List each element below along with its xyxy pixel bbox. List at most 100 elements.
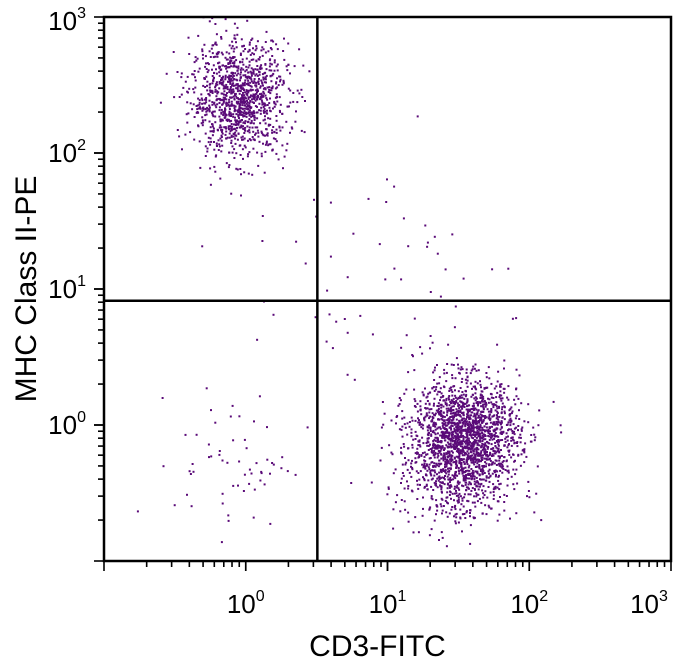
event-point: [448, 438, 451, 441]
event-point: [477, 404, 479, 407]
event-point: [465, 408, 468, 411]
event-point: [471, 368, 474, 371]
event-point: [440, 471, 443, 474]
event-point: [230, 90, 233, 93]
event-point: [221, 130, 223, 133]
event-point: [518, 409, 520, 412]
event-point: [204, 132, 207, 135]
event-point: [445, 465, 448, 468]
event-point: [225, 137, 228, 140]
event-point: [487, 428, 490, 431]
event-point: [496, 414, 498, 417]
event-point: [454, 440, 457, 442]
event-point: [248, 131, 251, 134]
event-point: [496, 343, 499, 346]
event-point: [220, 119, 223, 121]
event-point: [449, 412, 452, 415]
event-point: [476, 442, 479, 445]
event-point: [469, 441, 471, 444]
event-point: [242, 115, 245, 118]
event-point: [199, 106, 201, 109]
event-point: [432, 386, 435, 388]
event-point: [476, 402, 479, 405]
event-point: [464, 479, 467, 482]
event-point: [433, 474, 436, 477]
event-point: [308, 70, 311, 73]
event-point: [499, 385, 501, 388]
event-point: [434, 422, 437, 425]
event-point: [277, 158, 280, 161]
event-point: [416, 479, 418, 482]
event-point: [269, 472, 271, 475]
event-point: [476, 431, 479, 434]
event-point: [223, 110, 226, 112]
event-point: [244, 70, 247, 73]
event-point: [455, 467, 458, 469]
event-point: [447, 407, 450, 410]
event-point: [460, 401, 463, 404]
x-tick-label: 101: [369, 588, 407, 619]
event-point: [458, 454, 461, 457]
event-point: [498, 396, 501, 398]
event-point: [228, 101, 231, 104]
event-point: [450, 497, 452, 500]
event-point: [463, 496, 466, 499]
event-point: [499, 469, 502, 472]
event-point: [269, 62, 272, 65]
event-point: [472, 385, 475, 388]
event-point: [500, 394, 503, 397]
event-point: [233, 22, 236, 25]
event-point: [444, 434, 447, 437]
event-point: [279, 78, 282, 81]
event-point: [228, 151, 231, 154]
event-point: [478, 473, 481, 476]
event-point: [462, 413, 465, 416]
event-point: [390, 419, 393, 422]
event-point: [475, 485, 478, 488]
event-point: [459, 395, 461, 398]
axis-ticks: [94, 16, 672, 571]
event-point: [275, 65, 278, 68]
event-point: [436, 505, 439, 508]
event-point: [507, 469, 510, 472]
event-point: [417, 487, 420, 490]
event-point: [440, 531, 443, 534]
event-point: [204, 114, 207, 117]
event-point: [454, 472, 457, 475]
y-tick-label: 100: [48, 409, 86, 440]
event-point: [502, 468, 505, 470]
event-point: [411, 459, 413, 462]
event-point: [274, 87, 277, 90]
event-point: [472, 461, 475, 464]
event-point: [458, 461, 461, 464]
event-point: [438, 426, 441, 429]
event-point: [426, 453, 429, 456]
event-point: [231, 151, 234, 154]
event-point: [281, 144, 284, 147]
event-point: [495, 422, 498, 425]
event-point: [501, 402, 504, 405]
event-point: [487, 401, 490, 404]
event-point: [398, 397, 401, 399]
event-point: [246, 108, 249, 110]
event-point: [451, 400, 454, 402]
event-point: [437, 479, 440, 482]
event-point: [400, 346, 403, 349]
event-point: [254, 74, 257, 77]
event-point: [221, 502, 224, 505]
event-point: [445, 459, 448, 461]
event-point: [460, 465, 463, 468]
event-point: [439, 399, 441, 402]
event-point: [488, 442, 491, 445]
event-point: [222, 110, 225, 113]
event-point: [448, 387, 451, 390]
event-point: [479, 416, 481, 419]
event-point: [417, 472, 420, 474]
event-point: [552, 400, 555, 403]
event-point: [413, 398, 416, 401]
event-point: [486, 447, 489, 450]
event-point: [462, 458, 465, 461]
event-point: [260, 49, 263, 52]
event-point: [469, 493, 472, 496]
event-point: [215, 95, 218, 98]
